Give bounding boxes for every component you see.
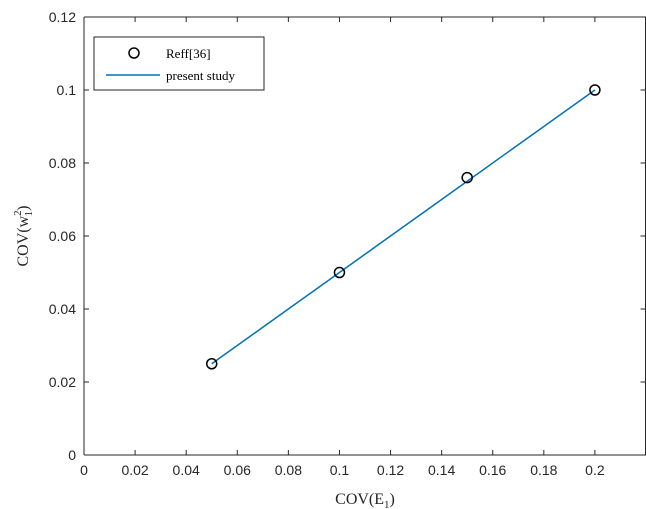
x-axis-ticks: 0 0.02 0.04 0.06 0.08 0.1 0.12 0.14 0.16 0.18 0.2 (80, 17, 605, 478)
series-line-present-study (211, 89, 596, 365)
data-point-reff (205, 358, 218, 370)
x-tick-label: 0.04 (173, 462, 200, 478)
y-tick-label: 0.04 (49, 301, 76, 317)
y-tick-label: 0.06 (49, 228, 76, 244)
x-tick-label: 0 (80, 462, 88, 478)
data-point-reff (461, 171, 473, 184)
y-axis-label: COV(w21) (12, 206, 35, 267)
x-tick-label: 0.06 (224, 462, 251, 478)
x-tick-label: 0.08 (275, 462, 302, 478)
y-tick-label: 0.1 (57, 82, 77, 98)
y-tick-label: 0.12 (49, 9, 76, 25)
y-axis-ticks: 0 0.02 0.04 0.06 0.08 0.1 0.12 (49, 9, 646, 463)
x-tick-label: 0.18 (530, 462, 557, 478)
legend-label-present-study: present study (166, 68, 235, 83)
x-axis-label: COV(E1) (335, 491, 395, 509)
x-tick-label: 0.2 (585, 462, 605, 478)
x-tick-label: 0.16 (479, 462, 506, 478)
legend-marker-reff (128, 47, 140, 59)
x-tick-label: 0.1 (330, 462, 350, 478)
data-point-reff (589, 84, 601, 96)
legend-box (93, 36, 265, 91)
y-tick-label: 0.02 (49, 374, 76, 390)
y-tick-label: 0 (68, 447, 76, 463)
legend: Reff[36] present study (93, 36, 265, 91)
data-point-reff (333, 266, 346, 279)
y-tick-label: 0.08 (49, 155, 76, 171)
x-tick-label: 0.12 (377, 462, 404, 478)
series-layer (205, 84, 601, 370)
legend-label-reff: Reff[36] (166, 46, 211, 61)
x-tick-label: 0.02 (121, 462, 148, 478)
x-tick-label: 0.14 (428, 462, 455, 478)
